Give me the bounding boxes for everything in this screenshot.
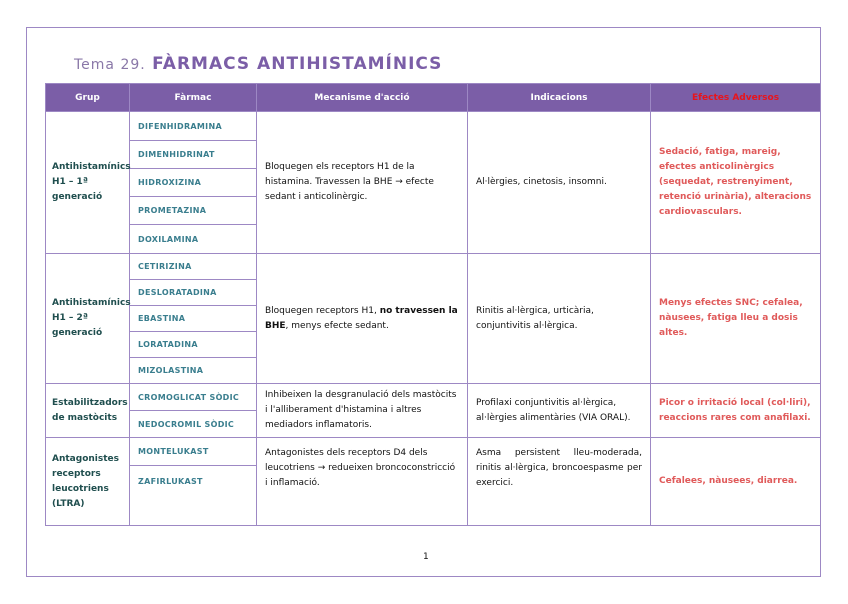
drug-cell: CROMOGLICAT SÒDIC	[129, 383, 257, 411]
drug-cell: LORATADINA	[129, 331, 257, 358]
adverse-cell: Sedació, fatiga, mareig, efectes anticol…	[650, 111, 821, 254]
page-number: 1	[423, 552, 429, 562]
drug-cell: EBASTINA	[129, 305, 257, 332]
page-frame	[26, 27, 821, 577]
drug-cell: NEDOCROMIL SÒDIC	[129, 410, 257, 438]
page-title: Tema 29. FÀRMACS ANTIHISTAMÍNICS	[74, 54, 443, 74]
header-indicacions: Indicacions	[467, 83, 651, 112]
table-row: Antihistamínics H1 – 2ª generació CETIRI…	[45, 253, 821, 384]
header-farmac: Fàrmac	[129, 83, 257, 112]
drug-cell: DOXILAMINA	[129, 224, 257, 254]
adverse-cell: Cefalees, nàusees, diarrea.	[650, 437, 821, 526]
group-cell: Antagonistes receptors leucotriens (LTRA…	[45, 437, 130, 526]
header-mecanisme: Mecanisme d'acció	[256, 83, 468, 112]
drug-cell: MONTELUKAST	[129, 437, 257, 466]
drug-cell: HIDROXIZINA	[129, 168, 257, 197]
drug-cell: DIMENHIDRINAT	[129, 140, 257, 169]
mechanism-cell: Bloquegen els receptors H1 de la histami…	[256, 111, 468, 254]
drug-cell: DIFENHIDRAMINA	[129, 111, 257, 141]
group-cell: Antihistamínics H1 – 1ª generació	[45, 111, 131, 254]
mechanism-cell: Bloquegen receptors H1, no travessen la …	[256, 253, 468, 384]
indications-cell: Al·lèrgies, cinetosis, insomni.	[467, 111, 651, 254]
table-header: Grup Fàrmac Mecanisme d'acció Indicacion…	[45, 83, 821, 112]
header-grup: Grup	[45, 83, 130, 112]
table-row: Antagonistes receptors leucotriens (LTRA…	[45, 437, 821, 526]
header-efectes: Efectes Adversos	[650, 83, 821, 112]
table-row: Estabilitzadors de mastòcits CROMOGLICAT…	[45, 383, 821, 438]
group-cell: Antihistamínics H1 – 2ª generació	[45, 253, 131, 384]
drug-table: Grup Fàrmac Mecanisme d'acció Indicacion…	[45, 83, 821, 526]
indications-cell: Asma persistent lleu-moderada, rinitis a…	[467, 437, 651, 526]
drug-cell: DESLORATADINA	[129, 279, 257, 306]
table-row: Antihistamínics H1 – 1ª generació DIFENH…	[45, 111, 821, 254]
indications-cell: Rinitis al·lèrgica, urticària, conjuntiv…	[467, 253, 651, 384]
group-cell: Estabilitzadors de mastòcits	[45, 383, 130, 438]
adverse-cell: Picor o irritació local (col·liri), reac…	[650, 383, 821, 438]
drug-cell: MIZOLASTINA	[129, 357, 257, 384]
drug-cell: PROMETAZINA	[129, 196, 257, 225]
drug-cell: ZAFIRLUKAST	[129, 465, 257, 526]
mechanism-cell: Antagonistes dels receptors D4 dels leuc…	[256, 437, 468, 526]
mechanism-cell: Inhibeixen la desgranulació dels mastòci…	[256, 383, 468, 438]
indications-cell: Profilaxi conjuntivitis al·lèrgica, al·l…	[467, 383, 651, 438]
adverse-cell: Menys efectes SNC; cefalea, nàusees, fat…	[650, 253, 821, 384]
drug-cell: CETIRIZINA	[129, 253, 257, 280]
